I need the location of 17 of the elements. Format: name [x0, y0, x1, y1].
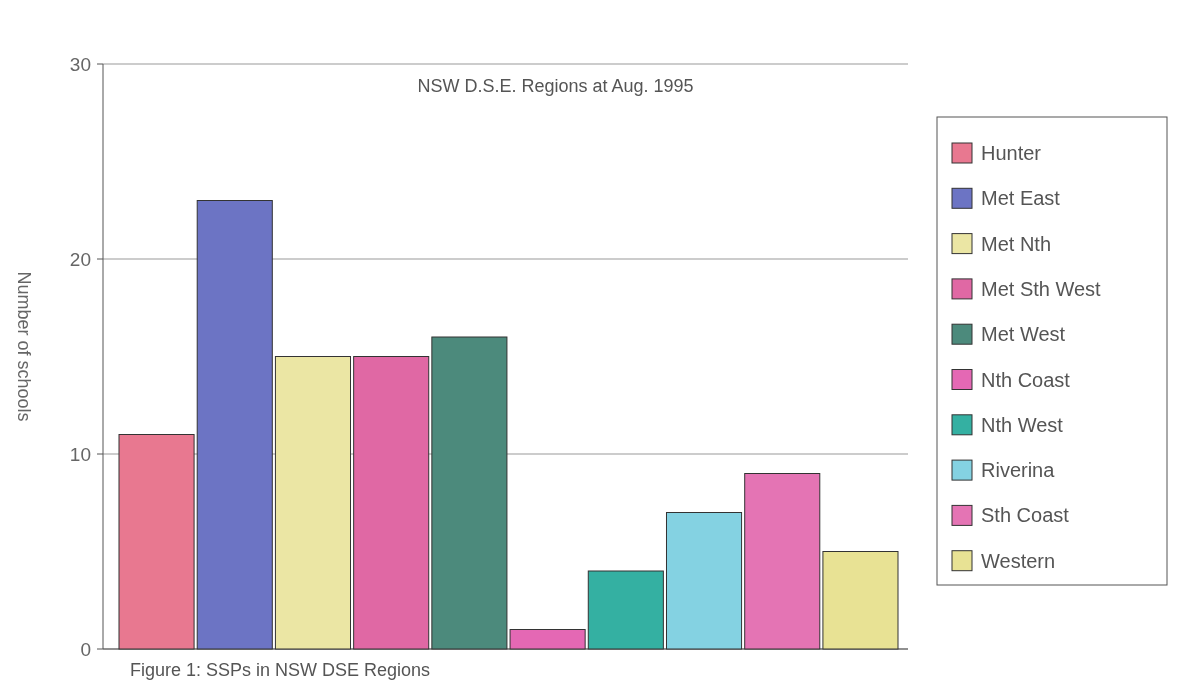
y-axis-title: Number of schools — [14, 271, 34, 422]
y-tick-label: 30 — [69, 53, 91, 75]
text: NSW D.S.E. Regions at Aug. 1995 — [417, 76, 694, 96]
legend-label: Met West — [981, 323, 1066, 346]
legend-label: Western — [981, 549, 1056, 572]
y-tick-label: 0 — [80, 638, 91, 660]
legend-label: Nth West — [981, 413, 1064, 436]
legend-label: Nth Coast — [981, 368, 1071, 391]
legend-label: Sth Coast — [981, 504, 1070, 527]
legend-label: Met Nth — [981, 232, 1052, 255]
legend-label: Met East — [981, 187, 1061, 210]
legend-label: Met Sth West — [981, 277, 1102, 300]
y-tick-label: 10 — [69, 443, 91, 465]
y-tick-label: 20 — [69, 248, 91, 270]
legend-label: Hunter — [981, 142, 1042, 164]
caption: Figure 1: SSPs in NSW DSE Regions — [130, 660, 431, 680]
legend-label: Riverina — [981, 459, 1056, 482]
